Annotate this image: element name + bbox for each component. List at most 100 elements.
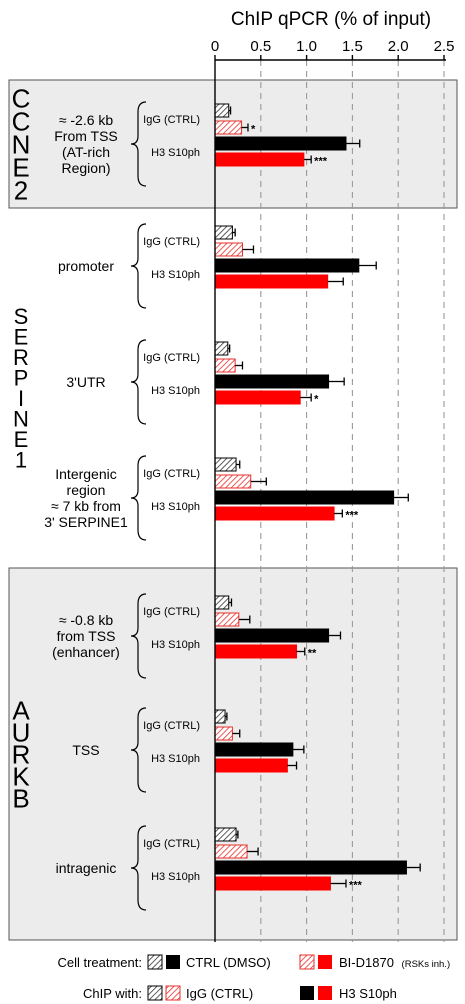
x-tick-label: 1.5 — [342, 38, 363, 55]
legend-h3-bi-swatch — [318, 986, 332, 1000]
bar-igg-ctrl — [214, 709, 226, 724]
chart-title: ChIP qPCR (% of input) — [231, 9, 431, 30]
region-label: region — [67, 482, 106, 498]
gene-letter: 2 — [14, 175, 28, 205]
bar-h3-ctrl — [214, 136, 347, 151]
bar-igg-ctrl — [214, 225, 233, 240]
bar-h3-bi-d1870 — [214, 152, 305, 167]
bar-h3-ctrl — [214, 628, 330, 643]
x-tick-label: 0.5 — [250, 38, 271, 55]
region-label: (AT-rich — [62, 144, 110, 160]
bar-h3-ctrl — [214, 742, 294, 757]
region-brace — [130, 339, 147, 425]
bar-h3-bi-d1870 — [214, 758, 288, 773]
row-label-igg: IgG (CTRL) — [143, 468, 200, 480]
gene-letter: E — [14, 325, 29, 350]
bar-igg-bi-d1870 — [214, 474, 252, 489]
gene-letter: R — [13, 345, 29, 370]
bar-h3-bi-d1870 — [214, 274, 329, 289]
row-label-h3: H3 S10ph — [151, 147, 200, 159]
region-brace — [130, 223, 147, 309]
legend-bi-suffix: (RSKs inh.) — [402, 959, 451, 970]
row-label-h3: H3 S10ph — [151, 753, 200, 765]
bar-igg-bi-d1870 — [214, 726, 233, 741]
bar-igg-ctrl — [214, 457, 237, 472]
legend-chip-label: ChIP with: — [83, 986, 142, 1001]
region-label: ≈ -2.6 kb — [59, 112, 114, 128]
gene-letter: C — [12, 106, 31, 136]
significance-label: ** — [308, 648, 317, 660]
bar-igg-bi-d1870 — [214, 358, 236, 373]
gene-letter: B — [12, 783, 29, 813]
row-label-h3: H3 S10ph — [151, 871, 200, 883]
legend-igg-ctrl-swatch — [147, 985, 163, 1001]
region-label: TSS — [72, 742, 99, 758]
region-brace — [130, 101, 147, 187]
legend-ctrl-h3-swatch — [166, 955, 180, 969]
bar-h3-bi-d1870 — [214, 876, 331, 891]
row-label-h3: H3 S10ph — [151, 385, 200, 397]
significance-label: *** — [345, 510, 359, 522]
gene-letter: 1 — [15, 448, 27, 473]
legend-bi-label: BI-D1870 — [339, 955, 394, 970]
region-label: Region) — [61, 160, 110, 176]
gene-letter: R — [12, 739, 31, 769]
region-label: (enhancer) — [52, 644, 120, 660]
gene-letter: K — [12, 761, 30, 791]
region-label: 3' SERPINE1 — [44, 514, 128, 530]
gene-letter: C — [12, 83, 31, 113]
row-label-igg: IgG (CTRL) — [143, 114, 200, 126]
gene-letter: E — [12, 152, 29, 182]
gene-letter: N — [13, 407, 29, 432]
region-brace — [130, 593, 147, 679]
significance-label: *** — [349, 880, 363, 892]
bar-h3-ctrl — [214, 860, 407, 875]
legend-igg-bi-swatch — [165, 985, 181, 1001]
x-tick-label: 2.5 — [434, 38, 455, 55]
bar-h3-bi-d1870 — [214, 506, 335, 521]
legend-igg-label: IgG (CTRL) — [186, 986, 253, 1001]
svg-text:BI-D1870 (RSKs inh.): BI-D1870 (RSKs inh.) — [339, 955, 450, 970]
legend-bi-igg-swatch — [299, 954, 315, 970]
bar-igg-bi-d1870 — [214, 120, 243, 135]
x-tick-label: 1.0 — [296, 38, 317, 55]
bar-h3-ctrl — [214, 258, 360, 273]
region-brace — [130, 825, 147, 911]
x-tick-label: 0 — [211, 38, 219, 55]
row-label-igg: IgG (CTRL) — [143, 720, 200, 732]
row-label-h3: H3 S10ph — [151, 269, 200, 281]
gene-letter: E — [14, 427, 29, 452]
legend-bi-h3-swatch — [318, 955, 332, 969]
bar-igg-ctrl — [214, 595, 230, 610]
bar-h3-bi-d1870 — [214, 390, 301, 405]
region-label: from TSS — [57, 628, 116, 644]
legend: Cell treatment: CTRL (DMSO) BI-D1870 (RS… — [57, 954, 450, 1001]
gene-letter: P — [14, 366, 29, 391]
bar-igg-bi-d1870 — [214, 612, 240, 627]
row-label-igg: IgG (CTRL) — [143, 352, 200, 364]
bar-h3-bi-d1870 — [214, 644, 298, 659]
row-label-h3: H3 S10ph — [151, 639, 200, 651]
bar-igg-bi-d1870 — [214, 242, 243, 257]
bars: ************* — [214, 103, 421, 892]
bar-h3-ctrl — [214, 374, 330, 389]
legend-ctrl-igg-swatch — [147, 954, 163, 970]
legend-h3-label: H3 S10ph — [339, 986, 397, 1001]
legend-treatment-label: Cell treatment: — [57, 955, 142, 970]
region-label: Intergenic — [55, 466, 116, 482]
gene-letter: A — [12, 695, 30, 725]
gene-letter: S — [14, 304, 29, 329]
gene-letter: I — [18, 386, 24, 411]
bar-igg-ctrl — [214, 827, 237, 842]
legend-h3-ctrl-swatch — [300, 986, 314, 1000]
legend-ctrl-label: CTRL (DMSO) — [186, 955, 271, 970]
region-brace — [130, 455, 147, 541]
bar-h3-ctrl — [214, 490, 395, 505]
x-tick-label: 2.0 — [388, 38, 409, 55]
row-label-igg: IgG (CTRL) — [143, 838, 200, 850]
bar-igg-bi-d1870 — [214, 844, 248, 859]
x-axis-ticks: 0 0.5 1.0 1.5 2.0 2.5 — [211, 38, 455, 942]
region-label: From TSS — [54, 128, 118, 144]
significance-label: * — [251, 124, 256, 136]
